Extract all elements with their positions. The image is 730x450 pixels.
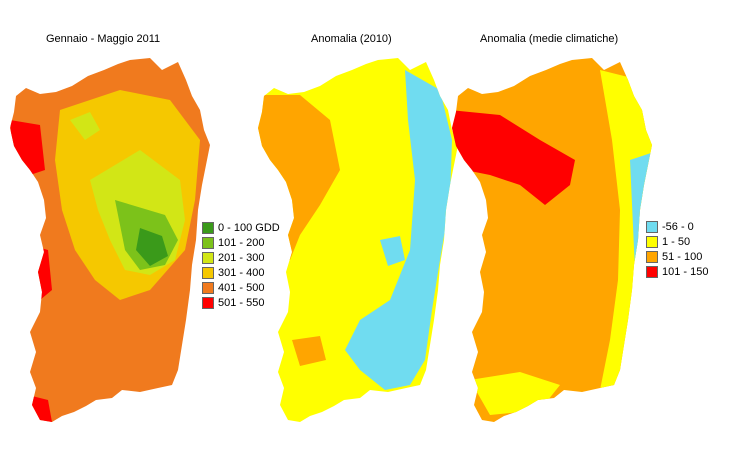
legend-label: 51 - 100 [662, 250, 703, 263]
legend-swatch [202, 281, 214, 294]
legend-entry: 101 - 200 [202, 235, 280, 250]
legend-label: -56 - 0 [662, 220, 694, 233]
legend-swatch [202, 221, 214, 234]
map-title-anomaly-climatic: Anomalia (medie climatiche) [480, 33, 619, 45]
map-gdd [10, 58, 210, 422]
legend-anomaly: -56 - 0 1 - 50 51 - 100 101 - 150 [646, 219, 708, 279]
legend-entry: 0 - 100 GDD [202, 220, 280, 235]
legend-entry: 301 - 400 [202, 265, 280, 280]
legend-entry: 1 - 50 [646, 234, 708, 249]
legend-label: 301 - 400 [218, 266, 265, 279]
map-anomaly-2010 [258, 58, 458, 422]
legend-label: 401 - 500 [218, 281, 265, 294]
legend-entry: 501 - 550 [202, 295, 280, 310]
legend-entry: 51 - 100 [646, 249, 708, 264]
legend-entry: 401 - 500 [202, 280, 280, 295]
legend-label: 101 - 150 [662, 265, 709, 278]
legend-swatch [202, 296, 214, 309]
legend-swatch [202, 266, 214, 279]
map-title-anomaly-2010: Anomalia (2010) [311, 33, 392, 45]
legend-label: 0 - 100 GDD [218, 221, 280, 234]
legend-label: 1 - 50 [662, 235, 691, 248]
legend-swatch [646, 220, 658, 233]
legend-swatch [202, 236, 214, 249]
legend-swatch [646, 250, 658, 263]
legend-swatch [646, 235, 658, 248]
legend-entry: -56 - 0 [646, 219, 708, 234]
legend-gdd: 0 - 100 GDD 101 - 200 201 - 300 301 - 40… [202, 220, 280, 310]
legend-entry: 201 - 300 [202, 250, 280, 265]
map-anomaly-climatic [452, 58, 652, 422]
legend-label: 501 - 550 [218, 296, 265, 309]
map-title-gdd: Gennaio - Maggio 2011 [46, 33, 161, 45]
legend-entry: 101 - 150 [646, 264, 708, 279]
legend-swatch [646, 265, 658, 278]
legend-swatch [202, 251, 214, 264]
legend-label: 101 - 200 [218, 236, 265, 249]
legend-label: 201 - 300 [218, 251, 265, 264]
